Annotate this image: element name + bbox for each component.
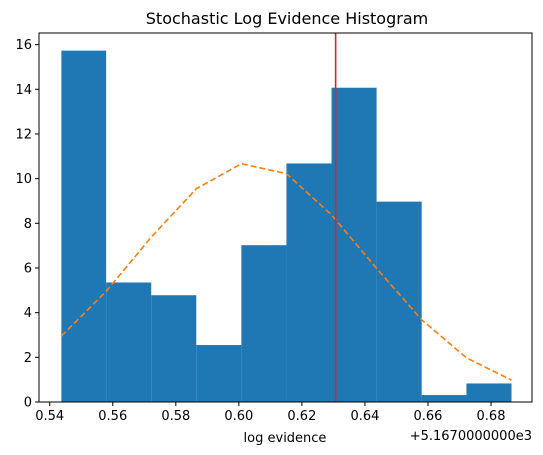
x-tick-label: 0.56 — [98, 409, 127, 424]
plot-frame — [38, 32, 533, 403]
histogram-bar-1 — [106, 282, 152, 402]
histogram-bar-5 — [286, 163, 332, 402]
chart-title: Stochastic Log Evidence Histogram — [146, 9, 428, 28]
histogram-bar-3 — [196, 345, 242, 402]
x-tick-label: 0.64 — [350, 409, 379, 424]
x-tick-label: 0.62 — [287, 409, 316, 424]
x-tick-label: 0.60 — [224, 409, 253, 424]
y-tick-label: 4 — [24, 306, 32, 321]
y-tick-label: 6 — [24, 261, 32, 276]
x-tick-label: 0.66 — [414, 409, 443, 424]
histogram-bar-0 — [61, 50, 107, 403]
y-tick-label: 2 — [24, 351, 32, 366]
x-tick-label: 0.68 — [477, 409, 506, 424]
histogram-bar-9 — [466, 383, 512, 402]
x-tick-label: 0.54 — [35, 409, 64, 424]
y-tick-label: 0 — [24, 396, 32, 411]
x-tick-label: 0.58 — [161, 409, 190, 424]
y-tick-label: 10 — [15, 172, 32, 187]
y-tick-label: 14 — [15, 83, 32, 98]
y-axis-ticks: 0 2 4 6 8 10 12 14 16 — [15, 38, 39, 411]
histogram-bar-8 — [421, 395, 467, 402]
histogram-bars — [61, 50, 512, 403]
x-axis-label: log evidence — [244, 431, 327, 446]
density-curve — [60, 162, 512, 381]
x-axis-offset-label: +5.1670000000e3 — [410, 429, 532, 444]
histogram-bar-2 — [151, 295, 197, 402]
y-tick-label: 12 — [15, 127, 32, 142]
histogram-bar-7 — [376, 201, 422, 402]
x-axis-ticks: 0.54 0.56 0.58 0.60 0.62 0.64 0.66 0.68 — [35, 402, 505, 424]
histogram-bar-4 — [241, 245, 287, 402]
y-tick-label: 16 — [15, 38, 32, 53]
y-tick-label: 8 — [24, 217, 32, 232]
histogram-bar-6 — [331, 87, 377, 402]
